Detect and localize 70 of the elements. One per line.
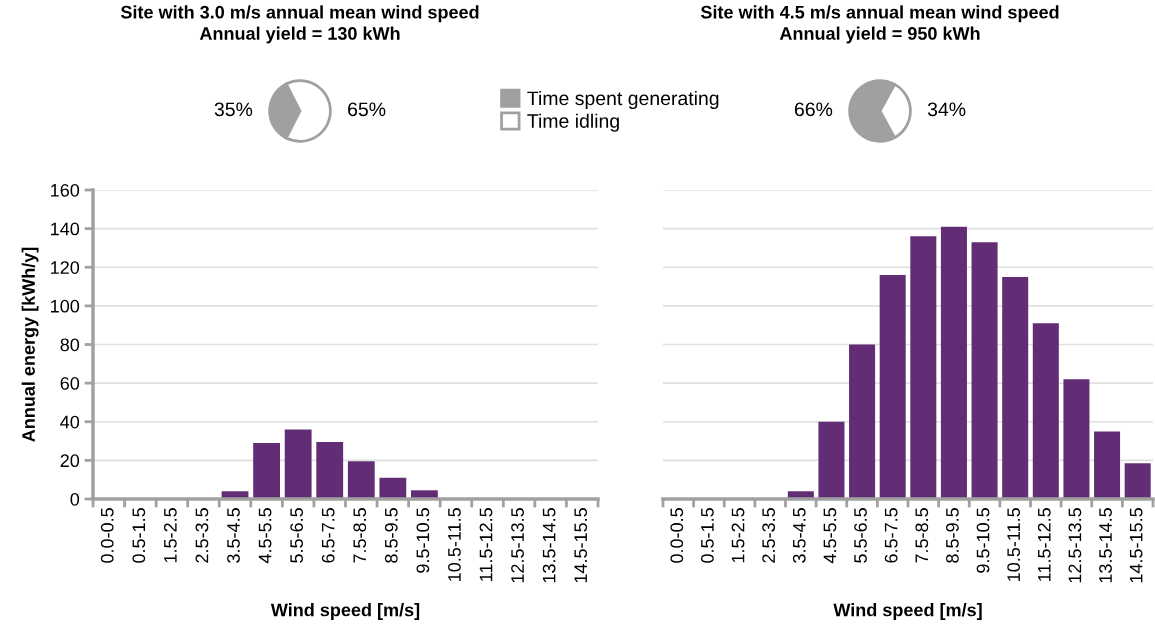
bar [940, 226, 967, 499]
x-tick-label: 0.0-0.5 [100, 508, 114, 563]
x-tick-label: 14.5-15.5 [574, 508, 588, 583]
bar [910, 236, 937, 499]
x-tick-label: 11.5-12.5 [479, 508, 493, 581]
x-tick-label: 10.5-11.5 [1007, 508, 1021, 581]
bar [818, 421, 845, 499]
x-tick-label: 0.0-0.5 [670, 508, 684, 563]
y-tick-label: 20 [60, 454, 80, 468]
chart-subtitle: Annual yield = 130 kWh [199, 26, 400, 44]
legend-label: Time spent generating [527, 90, 719, 110]
y-tick-label: 140 [51, 222, 80, 236]
chart-subtitle: Annual yield = 950 kWh [779, 26, 980, 44]
x-tick-label: 11.5-12.5 [1037, 508, 1051, 581]
bar [1063, 379, 1090, 499]
bar [879, 274, 906, 499]
x-axis-title: Wind speed [m/s] [270, 603, 420, 620]
x-tick-label: 0.5-1.5 [132, 508, 146, 563]
x-tick-label: 3.5-4.5 [227, 508, 240, 563]
x-tick-label: 9.5-10.5 [976, 508, 990, 573]
data-label: 34% [927, 102, 966, 117]
bar [347, 461, 375, 499]
x-tick-label: 12.5-13.5 [511, 508, 524, 583]
y-tick-label: 80 [60, 338, 80, 352]
x-tick-label: 5.5-6.5 [290, 508, 303, 563]
x-tick-label: 14.5-15.5 [1129, 508, 1143, 583]
bar [1002, 276, 1029, 499]
y-tick-label: 160 [51, 183, 80, 197]
x-tick-label: 2.5-3.5 [195, 508, 209, 563]
bar [284, 429, 312, 499]
bar [316, 442, 344, 499]
x-tick-label: 7.5-8.5 [353, 508, 367, 563]
chart-title: Site with 4.5 m/s annual mean wind speed [700, 5, 1059, 23]
x-tick-label: 2.5-3.5 [762, 508, 776, 563]
x-tick-label: 13.5-14.5 [1099, 508, 1112, 583]
legend-label: Time idling [527, 113, 619, 132]
y-tick-label: 40 [60, 415, 80, 429]
x-tick-label: 12.5-13.5 [1068, 508, 1082, 583]
x-tick-label: 0.5-1.5 [701, 508, 714, 563]
data-label: 35% [214, 102, 253, 117]
bar [1032, 323, 1059, 499]
bar [1124, 463, 1151, 499]
x-axis-title: Wind speed [m/s] [833, 603, 982, 620]
x-tick-label: 4.5-5.5 [258, 508, 272, 564]
x-tick-label: 10.5-11.5 [448, 508, 461, 581]
bar [849, 344, 876, 499]
data-label: 65% [348, 102, 386, 117]
x-tick-label: 3.5-4.5 [792, 508, 806, 563]
x-tick-label: 8.5-9.5 [384, 508, 398, 563]
y-axis-title: Annual energy [kWh/y] [21, 247, 39, 442]
x-tick-label: 1.5-2.5 [731, 508, 745, 563]
y-tick-label: 120 [51, 261, 80, 274]
y-tick-label: 0 [70, 492, 80, 506]
x-tick-label: 7.5-8.5 [915, 508, 929, 563]
x-tick-label: 13.5-14.5 [542, 508, 556, 583]
data-label: 66% [794, 102, 833, 117]
bar [253, 442, 281, 499]
x-tick-label: 4.5-5.5 [823, 508, 837, 564]
x-tick-label: 9.5-10.5 [416, 508, 430, 573]
x-tick-label: 8.5-9.5 [946, 508, 959, 563]
bar [1094, 431, 1121, 499]
y-tick-label: 100 [51, 299, 80, 313]
x-tick-label: 6.5-7.5 [321, 508, 335, 563]
bar [971, 242, 998, 499]
chart-title: Site with 3.0 m/s annual mean wind speed [120, 5, 479, 23]
bar [379, 477, 407, 499]
y-tick-label: 60 [60, 377, 80, 390]
x-tick-label: 5.5-6.5 [854, 508, 867, 563]
x-tick-label: 6.5-7.5 [884, 508, 898, 563]
x-tick-label: 1.5-2.5 [163, 508, 177, 563]
